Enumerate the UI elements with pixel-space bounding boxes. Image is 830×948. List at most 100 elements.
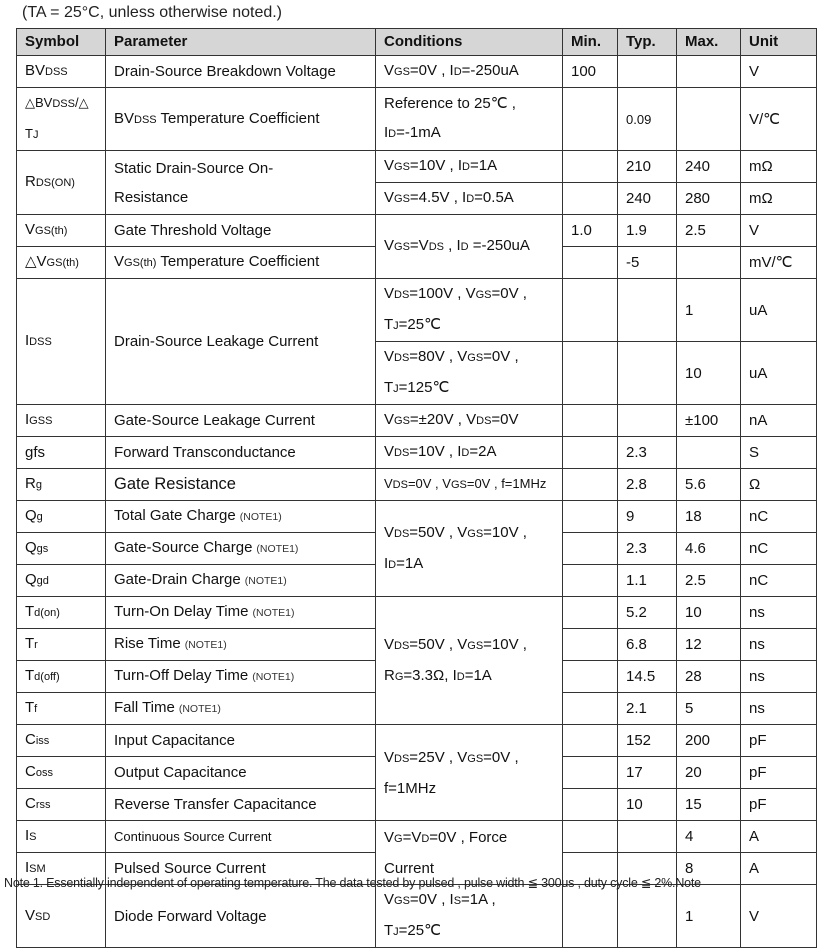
cell-text: 1 <box>685 301 694 319</box>
table-cell: 10 <box>676 341 741 405</box>
subscript: D <box>466 193 475 205</box>
table-cell: V <box>740 214 817 247</box>
table-cell: Turn-On Delay Time (NOTE1) <box>105 596 376 629</box>
cell-text: 20 <box>685 764 702 781</box>
table-cell: 1 <box>676 278 741 342</box>
table-cell: Gate Threshold Voltage <box>105 214 376 247</box>
subscript: GSS <box>29 415 53 427</box>
cell-text: V <box>749 222 760 239</box>
table-cell: Rg <box>16 468 106 501</box>
table-cell: 10 <box>617 788 677 821</box>
cell-text: =±20V , V <box>409 411 477 428</box>
table-cell <box>562 820 618 853</box>
cell-text: Turn-Off Delay Time <box>114 667 249 684</box>
table-cell: Coss <box>16 756 106 789</box>
table-cell: ISM <box>16 852 106 885</box>
cell-text: I <box>25 332 30 349</box>
subscript: GS <box>394 66 410 78</box>
subscript: J <box>393 383 399 395</box>
cell-text: =-250uA <box>468 237 530 254</box>
cell-text: 10 <box>685 604 702 621</box>
table-cell <box>617 884 677 948</box>
table-cell: VDS=50V , VGS=10V , ID=1A <box>375 500 563 597</box>
table-row: △BVDSS/△ TJ BVDSS Temperature Coefficient R… <box>16 87 817 151</box>
cell-text: 1 <box>685 907 694 925</box>
table-cell: Crss <box>16 788 106 821</box>
cell-text: V <box>749 63 760 80</box>
table-row: IGSS Gate-Source Leakage Current VGS=±20V … <box>16 404 817 437</box>
cell-text: V <box>384 523 395 541</box>
table-row: VDS=80V , VGS=0V , TJ=125℃ 10 uA <box>17 341 817 405</box>
table-cell: BVDSS Temperature Coefficient <box>105 87 376 151</box>
table-cell: Tr <box>16 628 106 661</box>
table-cell: 240 <box>676 150 741 183</box>
cell-text: 1.1 <box>626 572 647 589</box>
table-cell <box>562 468 618 501</box>
subscript: DS <box>394 639 410 652</box>
table-cell <box>562 404 618 437</box>
cell-text: =50V , V <box>409 635 468 653</box>
table-cell: Forward Transconductance <box>105 436 376 469</box>
cell-text: V <box>384 237 395 254</box>
table-row: △VGS(th) VGS(th) Temperature Coefficient -… <box>16 246 817 279</box>
cell-text: R <box>384 666 395 684</box>
cell-text: C <box>25 763 36 780</box>
table-cell <box>676 246 741 279</box>
cell-text: V <box>384 411 395 428</box>
subscript: DSS <box>134 113 157 126</box>
cell-text: ns <box>749 668 765 685</box>
subscript: GS <box>467 352 484 364</box>
subscript: DS(ON) <box>35 177 75 189</box>
subscript: GS <box>394 895 410 907</box>
cell-text: Diode Forward Voltage <box>114 907 267 925</box>
table-cell: VDS=10V , ID=2A <box>375 436 563 469</box>
cell-text: T <box>384 922 394 939</box>
cell-text: =1A <box>470 157 498 174</box>
table-cell: Ω <box>740 468 817 501</box>
cell-text: 6.8 <box>626 636 647 653</box>
table-cell: 15 <box>676 788 741 821</box>
cell-text: =0V , Force <box>429 828 508 846</box>
cell-text: A <box>749 860 760 877</box>
table-cell: VG=VD=0V , Force Current <box>375 820 563 885</box>
subscript: r <box>34 639 38 651</box>
table-row: Qg Total Gate Charge (NOTE1) VDS=50V , VGS=… <box>16 500 817 597</box>
subscript: d(off) <box>34 671 60 683</box>
cell-text: 4 <box>685 828 694 845</box>
column-header: Parameter <box>105 28 376 56</box>
cell-text: 8 <box>685 860 694 877</box>
subscript: GS <box>394 161 410 173</box>
table-cell <box>617 404 677 437</box>
cell-text: =25℃ <box>398 316 441 333</box>
cell-text: ±100 <box>685 412 719 429</box>
table-cell: RDS(ON) <box>16 150 106 215</box>
column-header: Typ. <box>617 28 677 56</box>
cell-text: △V <box>25 253 47 270</box>
subscript: DSS <box>29 336 52 348</box>
cell-text: mΩ <box>749 190 773 207</box>
table-cell: VDS=80V , VGS=0V , TJ=125℃ <box>375 341 563 405</box>
cell-text: 0.09 <box>626 111 652 127</box>
table-cell: Qgd <box>16 564 106 597</box>
table-cell: 5 <box>676 692 741 725</box>
subscript: GS(th) <box>124 257 157 269</box>
cell-text: V <box>25 221 36 238</box>
subscript: J <box>393 320 399 332</box>
cell-text: mV/℃ <box>749 254 793 271</box>
subscript: DS <box>394 447 410 459</box>
table-cell: 6.8 <box>617 628 677 661</box>
table-cell: pF <box>740 788 817 821</box>
cell-text: I <box>384 554 389 572</box>
table-cell: mΩ <box>740 182 817 215</box>
table-cell: 2.8 <box>617 468 677 501</box>
cell-text: 5.6 <box>685 476 706 493</box>
cell-text: C <box>25 795 36 812</box>
cell-text: pF <box>749 732 767 749</box>
table-cell: 100 <box>562 55 618 88</box>
cell-text: Fall Time <box>114 699 175 716</box>
table-cell <box>562 628 618 661</box>
cell-text: Resistance <box>114 188 189 206</box>
cell-text: I <box>25 411 30 428</box>
subscript: DS <box>394 752 410 765</box>
cell-text: Continuous Source Current <box>114 829 272 844</box>
